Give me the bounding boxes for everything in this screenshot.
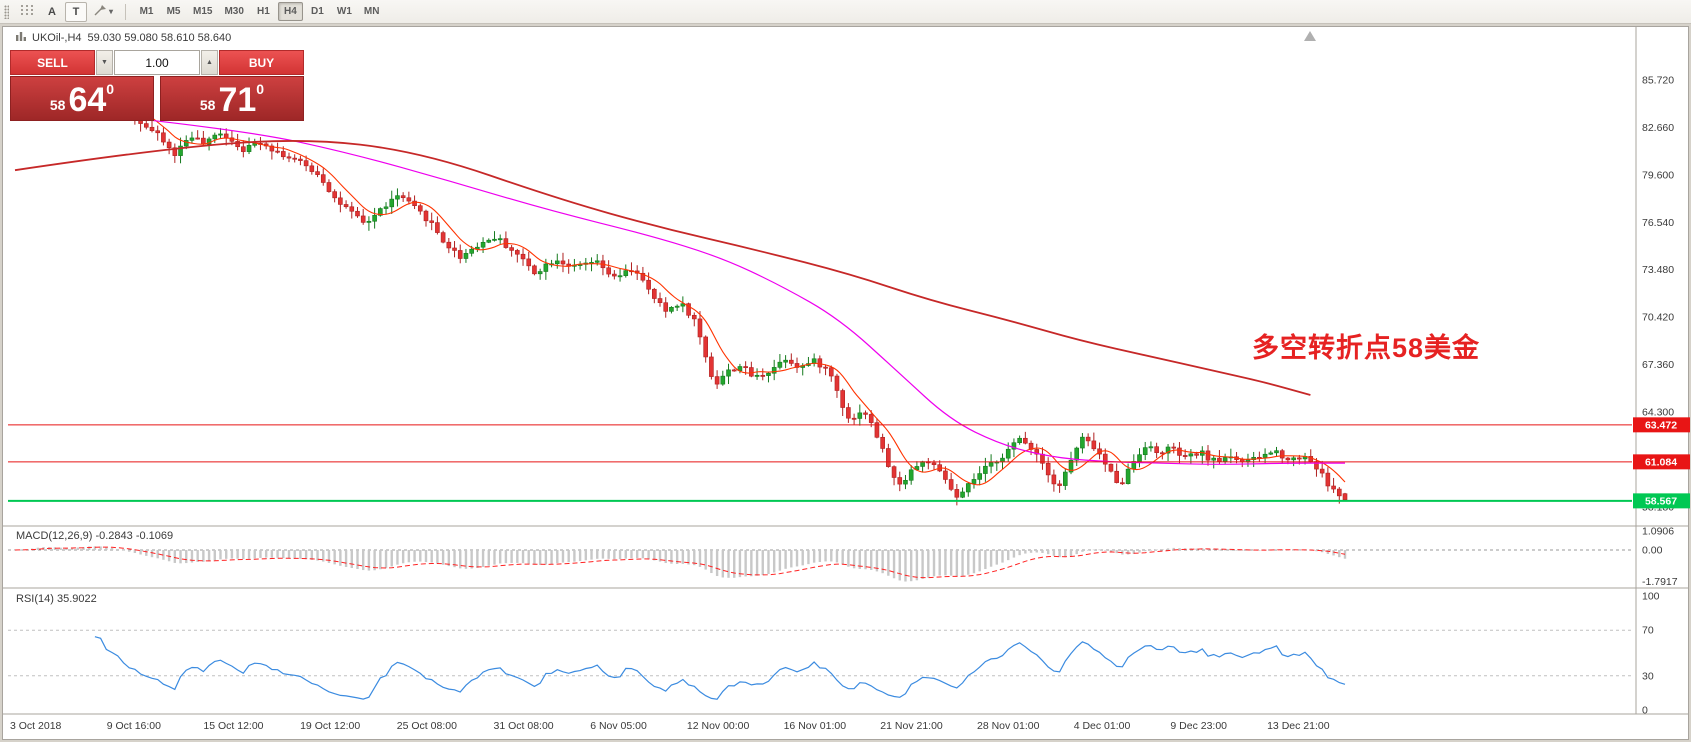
volume-down-button[interactable]: ▼ [96, 50, 113, 75]
timeframe-button-mn[interactable]: MN [359, 2, 385, 21]
svg-text:9 Oct 16:00: 9 Oct 16:00 [107, 720, 161, 732]
textbox-tool-icon: T [72, 5, 80, 18]
svg-text:21 Nov 21:00: 21 Nov 21:00 [880, 720, 943, 732]
timeframe-button-h4[interactable]: H4 [277, 2, 303, 21]
panel-separators [3, 27, 1688, 715]
svg-text:1.0906: 1.0906 [1642, 525, 1674, 537]
rsi-line [94, 636, 1346, 700]
svg-text:28 Nov 01:00: 28 Nov 01:00 [977, 720, 1040, 732]
svg-text:79.600: 79.600 [1642, 169, 1674, 181]
timeframe-button-m5[interactable]: M5 [161, 2, 186, 21]
crosshair-icon [20, 4, 34, 19]
trade-prices-row: 58 64 0 58 71 0 [10, 76, 304, 121]
svg-text:30: 30 [1642, 670, 1654, 682]
chart-annotation-text: 多空转折点58美金 [1252, 333, 1481, 363]
svg-text:31 Oct 08:00: 31 Oct 08:00 [494, 720, 554, 732]
svg-text:0: 0 [1642, 705, 1648, 717]
svg-text:85.720: 85.720 [1642, 74, 1674, 86]
symbol-ohlc-line: UKOil-,H4 59.030 59.080 58.610 58.640 [16, 31, 231, 44]
bid-pips: 64 [68, 81, 107, 120]
svg-text:-1.7917: -1.7917 [1642, 576, 1678, 588]
rsi-indicator-label: RSI(14) 35.9022 [16, 593, 97, 605]
one-click-trading-widget: SELL ▼ ▲ BUY 58 64 0 58 71 0 [10, 50, 304, 121]
svg-text:76.540: 76.540 [1642, 217, 1674, 229]
ma-slow-line [14, 140, 1311, 396]
text-tool-button[interactable]: A [41, 2, 63, 22]
toolbar: A T ▾ M1 M5 M15 M30 H1 H4 D1 W1 MN [0, 0, 1691, 24]
sell-button[interactable]: SELL [10, 50, 95, 75]
svg-text:12 Nov 00:00: 12 Nov 00:00 [687, 720, 750, 732]
svg-text:63.472: 63.472 [1645, 419, 1677, 431]
timeframe-button-m1[interactable]: M1 [134, 2, 159, 21]
sell-price-button[interactable]: 58 64 0 [10, 76, 154, 121]
crosshair-tool-button[interactable] [15, 2, 39, 22]
caret-down-icon: ▾ [109, 6, 114, 16]
toolbar-grip[interactable] [4, 4, 9, 19]
svg-text:61.084: 61.084 [1645, 456, 1677, 468]
spinner-down-icon: ▼ [101, 59, 108, 66]
macd-signal-line [14, 546, 1346, 579]
ma-mid-line [139, 118, 1345, 465]
svg-text:100: 100 [1642, 591, 1660, 603]
text-tool-icon: A [48, 5, 56, 18]
svg-text:70: 70 [1642, 625, 1654, 637]
price-tags: 63.472 61.084 58.567 [1633, 417, 1690, 509]
svg-text:3 Oct 2018: 3 Oct 2018 [10, 720, 62, 732]
timeframe-button-w1[interactable]: W1 [332, 2, 357, 21]
volume-up-button[interactable]: ▲ [201, 50, 218, 75]
svg-text:70.420: 70.420 [1642, 312, 1674, 324]
textbox-tool-button[interactable]: T [65, 1, 87, 22]
ma-fast-line [49, 87, 1346, 486]
ohlc-values: 59.030 59.080 58.610 58.640 [87, 31, 232, 44]
svg-text:4 Dec 01:00: 4 Dec 01:00 [1074, 720, 1131, 732]
toolbar-separator [125, 3, 127, 20]
buy-button[interactable]: BUY [219, 50, 304, 75]
horizontal-lines-layer[interactable] [8, 424, 1632, 502]
ask-whole: 58 [199, 97, 216, 114]
svg-text:9 Dec 23:00: 9 Dec 23:00 [1170, 720, 1227, 732]
moving-averages-layer [14, 87, 1346, 486]
svg-text:0.00: 0.00 [1642, 545, 1663, 557]
svg-text:19 Oct 12:00: 19 Oct 12:00 [300, 720, 360, 732]
timeframe-button-m15[interactable]: M15 [188, 2, 217, 21]
svg-text:15 Oct 12:00: 15 Oct 12:00 [203, 720, 263, 732]
svg-text:82.660: 82.660 [1642, 122, 1674, 134]
svg-text:6 Nov 05:00: 6 Nov 05:00 [590, 720, 647, 732]
timeframe-button-h1[interactable]: H1 [251, 2, 276, 21]
rsi-panel: 100 70 30 0 [8, 591, 1660, 717]
timeframe-button-m30[interactable]: M30 [219, 2, 248, 21]
chart-window [2, 26, 1689, 740]
shapes-dropdown-button[interactable]: ▾ [89, 2, 118, 22]
symbol-label: UKOil-,H4 [32, 31, 82, 44]
price-axis[interactable]: 85.720 82.660 79.600 76.540 73.480 70.420 67.3… [1642, 74, 1674, 513]
ask-pipette: 0 [256, 81, 265, 97]
macd-indicator-label: MACD(12,26,9) -0.2843 -0.1069 [16, 530, 174, 542]
ask-pips: 71 [218, 81, 257, 120]
timeframe-button-d1[interactable]: D1 [305, 2, 330, 21]
svg-text:13 Dec 21:00: 13 Dec 21:00 [1267, 720, 1330, 732]
timeframe-group: M1 M5 M15 M30 H1 H4 D1 W1 MN [133, 2, 385, 21]
svg-text:73.480: 73.480 [1642, 264, 1674, 276]
trade-controls-row: SELL ▼ ▲ BUY [10, 50, 304, 75]
bid-pipette: 0 [106, 81, 115, 97]
chart-type-icon [16, 31, 26, 44]
time-axis[interactable]: 3 Oct 2018 9 Oct 16:00 15 Oct 12:00 19 Oct … [10, 720, 1330, 732]
chart-end-marker-icon [1304, 31, 1316, 41]
svg-text:58.567: 58.567 [1645, 495, 1677, 507]
svg-text:64.300: 64.300 [1642, 407, 1674, 419]
shapes-icon [94, 4, 107, 19]
macd-panel: 1.0906 0.00 -1.7917 [8, 525, 1678, 588]
spinner-up-icon: ▲ [206, 59, 213, 66]
buy-price-button[interactable]: 58 71 0 [160, 76, 304, 121]
svg-text:16 Nov 01:00: 16 Nov 01:00 [784, 720, 847, 732]
svg-text:25 Oct 08:00: 25 Oct 08:00 [397, 720, 457, 732]
bid-whole: 58 [49, 97, 66, 114]
volume-input[interactable] [114, 50, 200, 75]
svg-text:67.360: 67.360 [1642, 359, 1674, 371]
